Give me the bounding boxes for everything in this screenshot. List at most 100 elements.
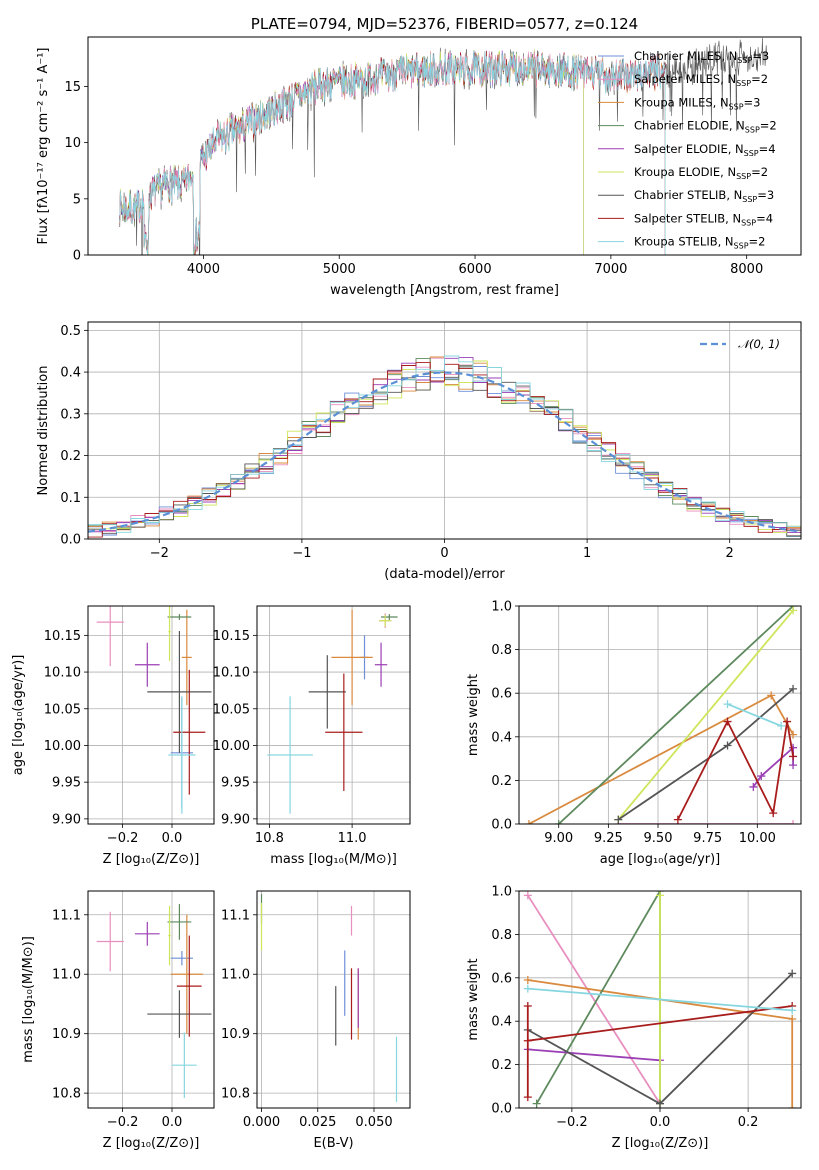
y-tick-label: 11.0 xyxy=(221,968,250,983)
x-tick-label: 5000 xyxy=(323,262,356,277)
legend-entry: 𝒩(0, 1) xyxy=(738,337,780,351)
y-tick-label: 0.4 xyxy=(491,1015,512,1030)
residual-histogram-panel: −2 −1 0 1 2 0.0 0.1 0.2 0.3 0.4 0.5 (data-model)/er… xyxy=(36,321,802,582)
x-axis-label: Z [log₁₀(Z/Z⊙)] xyxy=(612,1136,709,1151)
mass-weight-vs-age-panel: 9.00 9.25 9.50 9.75 10.00 0.0 0.2 0.4 0.6 0.8 1.0 a… xyxy=(466,600,802,867)
x-tick-label: 0.000 xyxy=(243,1115,280,1130)
histograms xyxy=(88,355,801,538)
y-axis-label: mass [log₁₀(M/M⊙)] xyxy=(21,936,36,1063)
y-tick-label: 1.0 xyxy=(491,885,512,900)
y-tick-label: 10.00 xyxy=(44,739,81,754)
weight-marker xyxy=(523,1093,532,1102)
legend-entry: Kroupa STELIB, NSSP=2 xyxy=(634,235,765,251)
x-tick-label: 9.75 xyxy=(693,831,722,846)
y-tick-label: 0.0 xyxy=(491,1102,512,1117)
y-tick-label: 1.0 xyxy=(491,600,512,615)
legend-entry: Chabrier ELODIE, NSSP=2 xyxy=(634,119,777,135)
x-tick-label: 9.25 xyxy=(594,831,623,846)
y-axis-label: Flux [fλ10⁻¹⁷ erg cm⁻² s⁻¹ A⁻¹] xyxy=(36,48,51,245)
weight-marker xyxy=(788,1104,797,1108)
x-tick-label: 9.50 xyxy=(644,831,673,846)
legend-entry: Chabrier MILES, NSSP=3 xyxy=(634,49,769,65)
weight-series-4 xyxy=(752,745,794,788)
mass-vs-extinction-panel: 0.000 0.025 0.050 10.8 10.9 11.0 11.1 E(B-V) xyxy=(221,890,411,1151)
spectrum-series-8 xyxy=(118,51,666,255)
axes-frame xyxy=(87,605,215,825)
y-tick-label: 15 xyxy=(64,80,81,95)
y-tick-label: 5 xyxy=(73,192,81,207)
y-tick-label: 0.3 xyxy=(60,407,81,422)
weight-marker xyxy=(789,730,798,739)
error-bars xyxy=(267,609,398,814)
weight-marker xyxy=(788,969,797,978)
y-tick-label: 11.1 xyxy=(52,908,81,923)
weight-marker xyxy=(789,752,798,761)
y-tick-label: 0.2 xyxy=(491,1058,512,1073)
error-bars xyxy=(96,606,212,814)
x-tick-label: 8000 xyxy=(730,262,763,277)
weight-marker xyxy=(789,684,798,693)
weight-series-8 xyxy=(527,987,793,1012)
weight-marker xyxy=(656,1099,664,1108)
y-tick-label: 0.6 xyxy=(491,971,512,986)
weight-series-4 xyxy=(527,1048,661,1062)
weight-marker xyxy=(523,1036,532,1045)
mass-vs-metallicity-panel: −0.2 0.0 10.8 10.9 11.0 11.1 Z [log₁₀(Z/Z⊙)] ma… xyxy=(21,890,215,1151)
weight-marker xyxy=(524,820,533,824)
y-tick-label: 10 xyxy=(64,136,81,151)
x-tick-label: 10.8 xyxy=(255,831,284,846)
weight-marker xyxy=(767,691,776,700)
y-tick-label: 11.0 xyxy=(52,968,81,983)
weight-lines xyxy=(523,891,797,1108)
x-tick-label: 0.025 xyxy=(299,1115,336,1130)
legend-entry: Salpeter MILES, NSSP=2 xyxy=(634,72,768,88)
weight-marker xyxy=(789,743,798,752)
histogram-series-8 xyxy=(88,355,801,533)
axes-frame xyxy=(87,890,215,1109)
weight-marker xyxy=(769,809,778,818)
x-axis-label: mass [log₁₀(M/M⊙)] xyxy=(270,852,397,867)
weight-series-1 xyxy=(527,894,661,1105)
y-tick-label: 9.95 xyxy=(52,776,81,791)
x-axis-label: Z [log₁₀(Z/Z⊙)] xyxy=(103,852,200,867)
weight-marker xyxy=(554,820,563,824)
y-tick-label: 10.9 xyxy=(52,1027,81,1042)
normal-reference-curve xyxy=(88,371,801,533)
x-tick-label: 0.0 xyxy=(162,1115,183,1130)
weight-series-7 xyxy=(526,1005,793,1098)
x-tick-label: 1 xyxy=(583,546,591,561)
y-tick-label: 9.95 xyxy=(221,776,250,791)
y-tick-label: 10.00 xyxy=(213,739,250,754)
y-tick-label: 10.8 xyxy=(221,1087,250,1102)
chart-title: PLATE=0794, MJD=52376, FIBERID=0577, z=0… xyxy=(251,15,638,33)
x-tick-label: 0.2 xyxy=(738,1115,759,1130)
weight-marker xyxy=(656,891,664,900)
y-tick-label: 0.4 xyxy=(60,366,81,381)
weight-marker xyxy=(723,741,732,750)
x-tick-label: 0.0 xyxy=(650,1115,671,1130)
axes-frame xyxy=(256,605,411,825)
legend-entry: Kroupa ELODIE, NSSP=2 xyxy=(634,165,768,181)
x-tick-label: 6000 xyxy=(459,262,492,277)
y-tick-label: 10.8 xyxy=(52,1087,81,1102)
weight-marker xyxy=(757,772,766,781)
x-tick-label: −0.2 xyxy=(107,1115,139,1130)
y-tick-label: 0.8 xyxy=(491,928,512,943)
y-axis-label: age [log₁₀(age/yr)] xyxy=(11,655,26,776)
spectrum-panel: 4000 5000 6000 7000 8000 0 5 10 15 wavelength [An… xyxy=(36,15,802,298)
legend-entry: Salpeter STELIB, NSSP=4 xyxy=(634,211,773,227)
weight-series-3 xyxy=(558,606,794,824)
x-tick-label: 0.050 xyxy=(355,1115,392,1130)
y-tick-label: 0.8 xyxy=(491,643,512,658)
x-tick-label: 2 xyxy=(726,546,734,561)
x-tick-label: −2 xyxy=(150,546,169,561)
y-axis-label: mass weight xyxy=(466,958,481,1040)
x-axis-label: (data-model)/error xyxy=(384,567,505,582)
x-tick-label: −0.2 xyxy=(107,831,139,846)
spectrum-lines xyxy=(118,37,768,255)
y-tick-label: 0.0 xyxy=(491,818,512,833)
error-bars xyxy=(260,893,398,1103)
legend: Chabrier MILES, NSSP=3 Salpeter MILES, NS… xyxy=(598,49,777,251)
x-tick-label: 4000 xyxy=(187,262,220,277)
